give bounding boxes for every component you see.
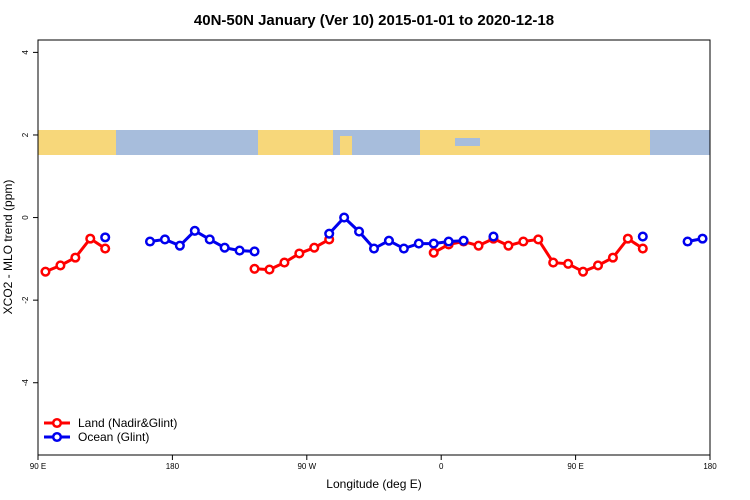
point — [488, 231, 499, 242]
legend-marker — [51, 417, 63, 429]
x-tick-label: 90 W — [297, 462, 316, 471]
point — [279, 257, 290, 268]
y-axis-label: XCO2 - MLO trend (ppm) — [1, 180, 15, 315]
point — [159, 234, 170, 245]
point — [383, 235, 394, 246]
point — [174, 240, 185, 251]
point — [697, 233, 708, 244]
point — [234, 245, 245, 256]
x-tick-label: 90 E — [567, 462, 583, 471]
point — [592, 260, 604, 271]
point — [264, 264, 275, 275]
x-tick-label: 0 — [439, 462, 444, 471]
y-tick-label: 0 — [21, 215, 30, 220]
legend-label: Land (Nadir&Glint) — [78, 416, 177, 430]
point — [443, 236, 454, 247]
point — [309, 242, 320, 253]
point — [354, 226, 365, 237]
point — [100, 232, 111, 243]
world-map-strip — [38, 130, 710, 155]
point — [55, 260, 66, 271]
point — [607, 252, 618, 263]
point — [249, 263, 260, 274]
point — [398, 243, 409, 254]
plot-frame — [37, 39, 711, 456]
point — [578, 266, 589, 277]
legend-marker — [51, 431, 63, 443]
point — [249, 246, 260, 257]
chart-title: 40N-50N January (Ver 10) 2015-01-01 to 2… — [194, 12, 554, 29]
point — [518, 236, 529, 247]
point — [294, 248, 305, 259]
y-tick-label: -4 — [21, 379, 30, 387]
y-tick-label: 4 — [21, 50, 30, 55]
point — [413, 238, 424, 249]
point — [458, 235, 469, 246]
legend-label: Ocean (Glint) — [78, 430, 149, 444]
point — [563, 258, 574, 269]
point — [40, 266, 51, 277]
point — [144, 236, 156, 247]
point — [189, 225, 200, 236]
point — [637, 243, 648, 254]
point — [100, 243, 111, 254]
x-tick-label: 180 — [166, 462, 180, 471]
point — [85, 233, 96, 244]
x-axis-label: Longitude (deg E) — [326, 477, 421, 491]
map-land — [258, 130, 333, 155]
point — [219, 242, 230, 253]
point — [204, 234, 215, 245]
series-line — [149, 215, 703, 253]
point — [548, 257, 559, 268]
map-land — [38, 130, 116, 155]
point — [428, 247, 439, 258]
x-tick-label: 90 E — [30, 462, 46, 471]
point — [473, 240, 484, 251]
point — [70, 252, 81, 263]
point — [622, 233, 633, 244]
point — [368, 243, 380, 254]
map-sea — [455, 138, 480, 146]
map-land — [340, 136, 352, 155]
map-land — [420, 130, 650, 155]
y-tick-label: -2 — [21, 296, 30, 304]
point — [428, 238, 439, 249]
point — [533, 234, 544, 245]
point — [682, 236, 693, 247]
x-tick-label: 180 — [703, 462, 717, 471]
point — [637, 231, 648, 242]
point — [503, 240, 514, 251]
point — [324, 228, 335, 239]
point — [339, 212, 350, 223]
y-tick-label: 2 — [21, 132, 30, 137]
